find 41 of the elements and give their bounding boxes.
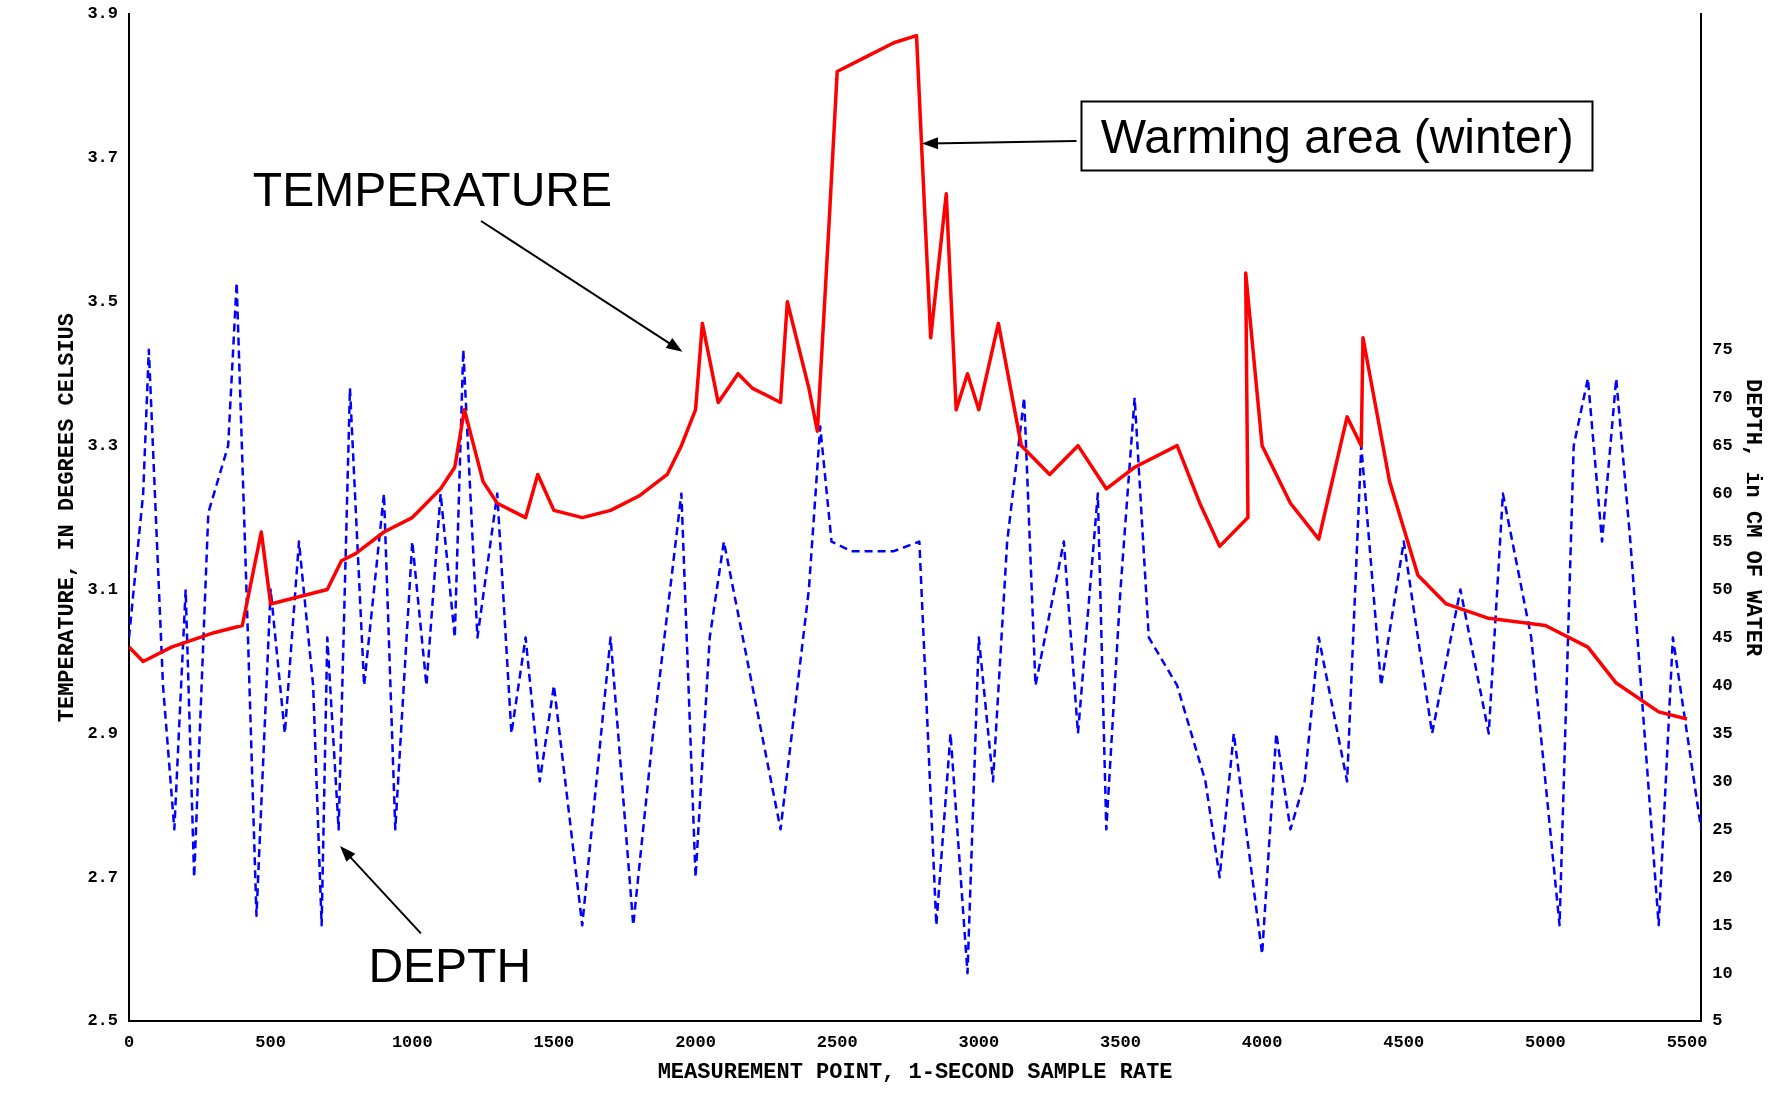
x-tick-label: 2500 [816, 1032, 858, 1052]
y2-tick-label: 55 [1712, 531, 1733, 551]
y-tick-label: 3.7 [87, 148, 118, 168]
y2-tick-label: 5 [1712, 1011, 1723, 1031]
y-tick-label: 3.9 [87, 4, 118, 24]
x-tick-label: 3000 [958, 1032, 1000, 1052]
y-tick-label: 3.3 [87, 435, 118, 455]
annotation: DEPTH [368, 937, 532, 993]
y2-tick-label: 25 [1712, 819, 1733, 839]
y-tick-label: 2.7 [87, 867, 118, 887]
x-axis-title: MEASUREMENT POINT, 1-SECOND SAMPLE RATE [657, 1060, 1173, 1086]
y2-tick-label: 20 [1712, 867, 1733, 887]
x-tick-label: 5500 [1666, 1032, 1708, 1052]
y2-tick-label: 45 [1712, 627, 1733, 647]
y2-tick-label: 15 [1712, 915, 1733, 935]
y2-tick-label: 65 [1712, 435, 1733, 455]
x-tick-label: 2000 [675, 1032, 716, 1052]
y-tick-label: 3.5 [87, 292, 118, 312]
y2-tick-label: 10 [1712, 963, 1733, 983]
x-tick-label: 1500 [533, 1032, 575, 1052]
y2-tick-label: 50 [1712, 579, 1733, 599]
y-tick-label: 3.1 [87, 579, 118, 599]
y2-tick-label: 75 [1712, 340, 1733, 360]
x-tick-label: 5000 [1524, 1032, 1566, 1052]
annotation: TEMPERATURE [252, 161, 613, 217]
y2-tick-label: 35 [1712, 723, 1733, 743]
x-tick-label: 1000 [391, 1032, 433, 1052]
x-tick-label: 500 [255, 1032, 286, 1052]
y-axis-title: TEMPERATURE, IN DEGREES CELSIUS [54, 312, 80, 723]
y2-tick-label: 40 [1712, 675, 1733, 695]
y-tick-label: 2.5 [87, 1011, 118, 1031]
y-tick-label: 2.9 [87, 723, 118, 743]
y2-tick-label: 60 [1712, 483, 1733, 503]
x-tick-label: 0 [123, 1032, 135, 1052]
y2-axis-title: DEPTH, in CM OF WATER [1740, 378, 1766, 658]
y2-tick-label: 30 [1712, 771, 1733, 791]
x-tick-label: 4000 [1241, 1032, 1283, 1052]
x-tick-label: 3500 [1100, 1032, 1141, 1052]
y2-tick-label: 70 [1712, 387, 1733, 407]
annotation: Warming area (winter) [1080, 100, 1594, 172]
x-tick-label: 4500 [1383, 1032, 1425, 1052]
